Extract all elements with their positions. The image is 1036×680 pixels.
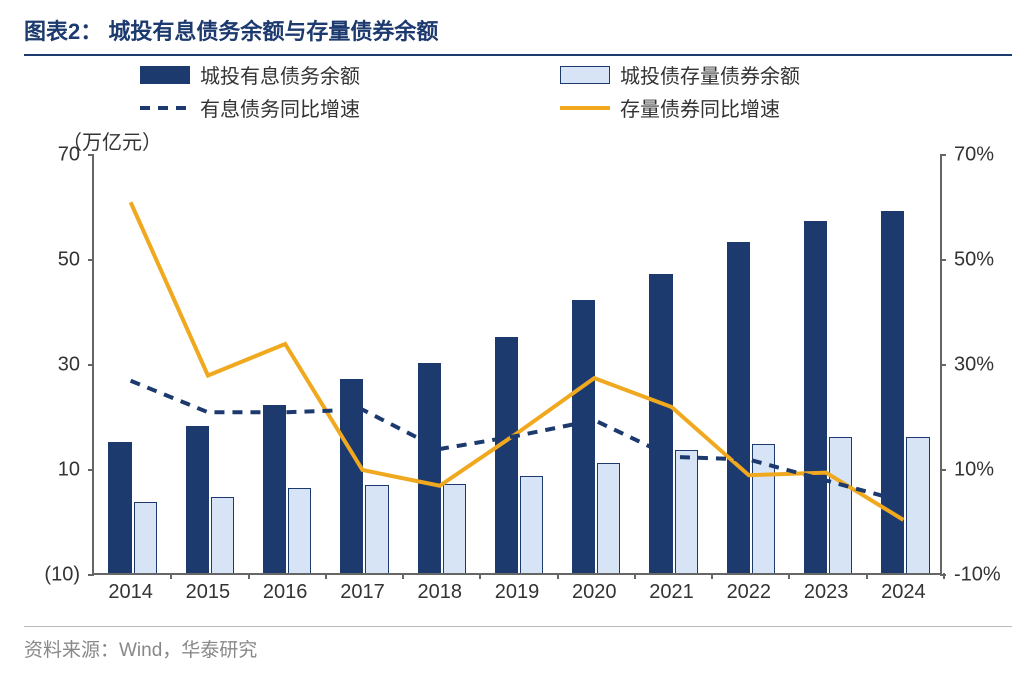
bar-series1: [340, 379, 363, 573]
y2-tick-label: 30%: [954, 354, 1024, 377]
legend: 城投有息债务余额 城投债存量债券余额 有息债务同比增速 存量债券同比增速: [140, 60, 996, 126]
legend-swatch-bar2: [560, 66, 610, 84]
bar-series2: [752, 444, 775, 573]
y2-tick-label: 50%: [954, 249, 1024, 272]
bar-series2: [288, 488, 311, 573]
chart-container: 图表2： 城投有息债务余额与存量债券余额 城投有息债务余额 城投债存量债券余额 …: [0, 0, 1036, 680]
x-tick-label: 2014: [108, 581, 153, 604]
y-tick-label: 70: [30, 144, 80, 167]
x-tick-label: 2017: [340, 581, 385, 604]
bar-series2: [211, 497, 234, 573]
legend-label-bar1: 城投有息债务余额: [200, 60, 360, 89]
legend-swatch-bar1: [140, 66, 190, 84]
bar-series1: [881, 211, 904, 573]
bar-series2: [906, 437, 929, 574]
bar-series1: [418, 363, 441, 573]
y2-tick-label: -10%: [954, 564, 1024, 587]
y2-tick-label: 70%: [954, 144, 1024, 167]
x-tick-label: 2022: [727, 581, 772, 604]
x-tick-label: 2021: [649, 581, 694, 604]
chart-title: 图表2： 城投有息债务余额与存量债券余额: [24, 14, 1012, 56]
x-tick-label: 2018: [417, 581, 462, 604]
bar-series2: [134, 502, 157, 573]
y-tick-label: 10: [30, 459, 80, 482]
bar-series1: [186, 426, 209, 573]
x-tick-label: 2024: [881, 581, 926, 604]
y2-tick-label: 10%: [954, 459, 1024, 482]
source-text: 资料来源：Wind，华泰研究: [24, 626, 1012, 662]
legend-label-bar2: 城投债存量债券余额: [620, 60, 800, 89]
bar-series2: [829, 437, 852, 574]
legend-label-line1: 有息债务同比增速: [200, 93, 360, 122]
bar-series2: [443, 484, 466, 573]
legend-swatch-line1: [140, 99, 190, 117]
x-tick-label: 2015: [186, 581, 231, 604]
bar-series1: [108, 442, 131, 573]
bar-series2: [365, 485, 388, 573]
y-tick-label: 50: [30, 249, 80, 272]
legend-item-line1: 有息债务同比增速: [140, 93, 500, 122]
x-tick-label: 2020: [572, 581, 617, 604]
bar-series1: [263, 405, 286, 573]
bar-series2: [675, 450, 698, 573]
bar-series1: [572, 300, 595, 573]
legend-item-bar1: 城投有息债务余额: [140, 60, 500, 89]
bar-series1: [495, 337, 518, 573]
y-tick-label: 30: [30, 354, 80, 377]
bar-series1: [649, 274, 672, 573]
plot-frame: [92, 155, 942, 575]
legend-swatch-line2: [560, 99, 610, 117]
bar-series1: [804, 221, 827, 573]
x-tick-label: 2019: [495, 581, 540, 604]
bar-series2: [597, 463, 620, 573]
y-tick-label: (10): [30, 564, 80, 587]
legend-label-line2: 存量债券同比增速: [620, 93, 780, 122]
legend-item-line2: 存量债券同比增速: [560, 93, 920, 122]
x-tick-label: 2023: [804, 581, 849, 604]
x-tick-label: 2016: [263, 581, 308, 604]
bar-series2: [520, 476, 543, 573]
legend-item-bar2: 城投债存量债券余额: [560, 60, 920, 89]
bar-series1: [727, 242, 750, 573]
chart-plot-area: (10)10305070-10%10%30%50%70%201420152016…: [92, 155, 942, 575]
